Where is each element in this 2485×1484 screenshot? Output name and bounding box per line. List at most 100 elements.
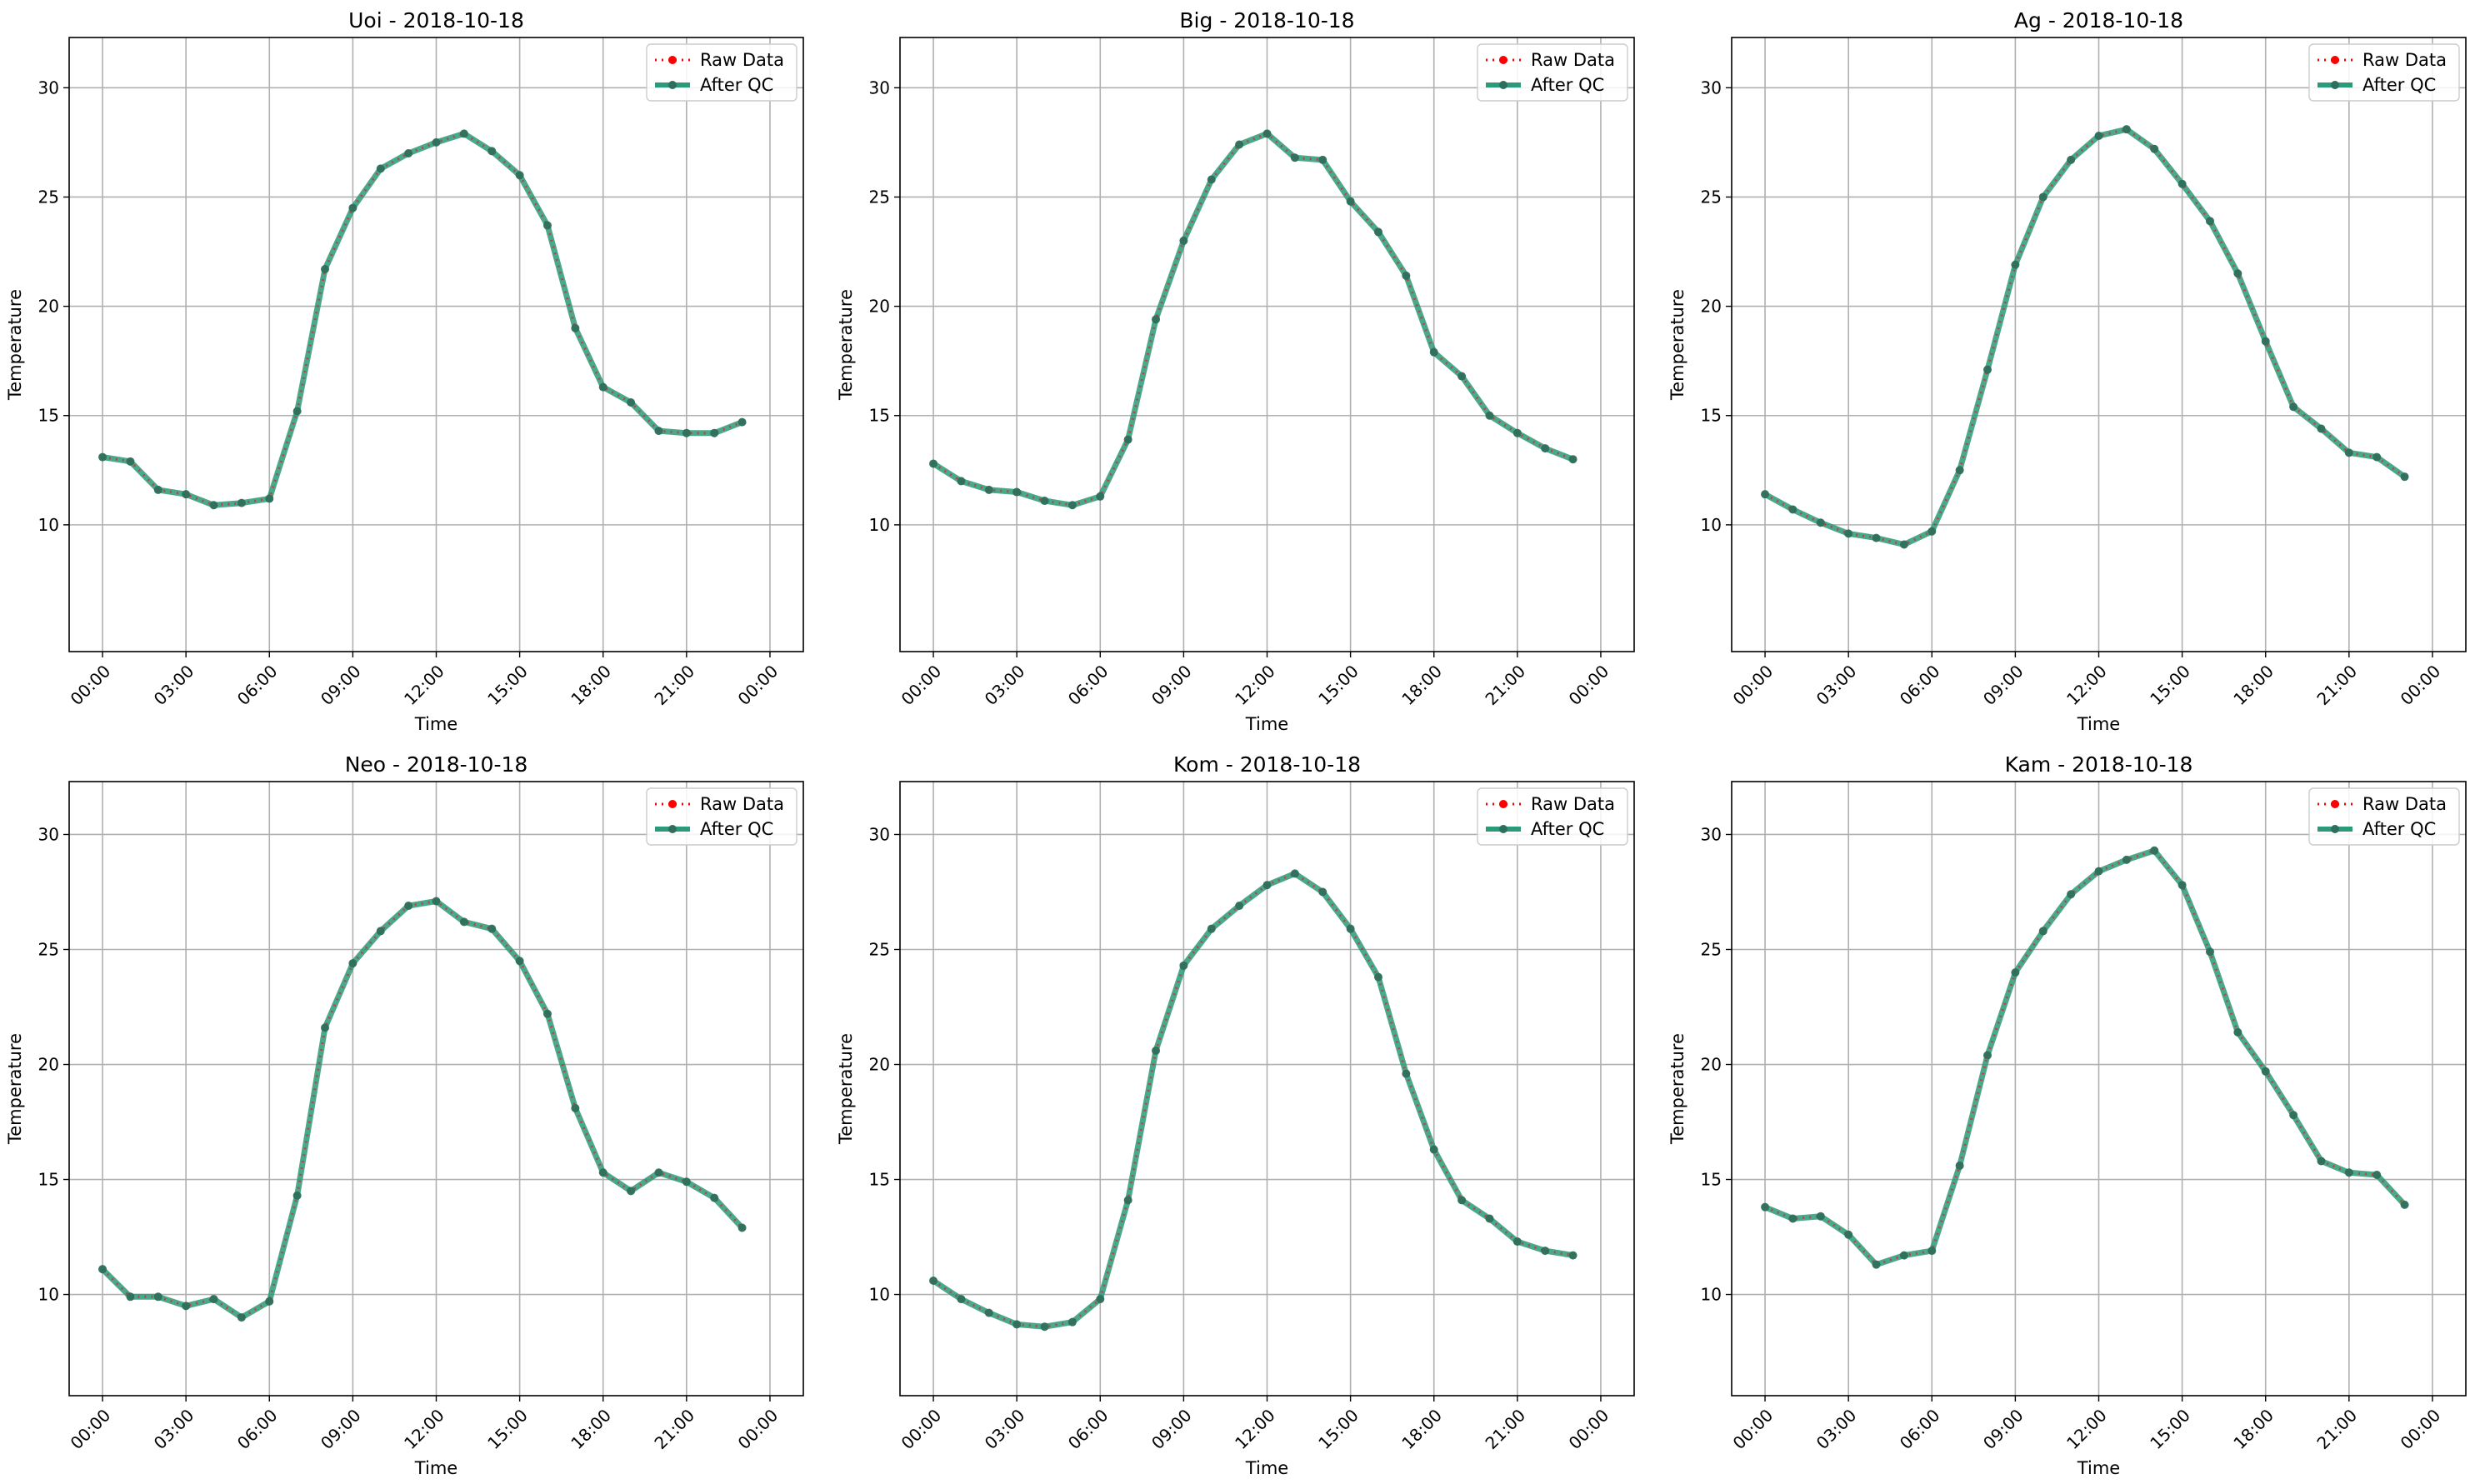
data-point-after-qc — [265, 1297, 274, 1306]
series-line-after-qc — [99, 898, 746, 1321]
data-point-after-qc — [1402, 271, 1411, 280]
data-point-after-qc — [1429, 1145, 1438, 1154]
x-tick-label: 12:00 — [2062, 1405, 2111, 1453]
data-point-after-qc — [654, 1168, 663, 1177]
x-tick-label: 21:00 — [650, 1405, 698, 1453]
x-tick-label: 21:00 — [1481, 661, 1529, 709]
legend-label-after-qc: After QC — [2362, 819, 2436, 839]
series-line-raw-data — [932, 872, 1573, 1328]
data-point-after-qc — [1123, 1196, 1132, 1205]
data-point-after-qc — [1844, 1230, 1853, 1239]
data-point-after-qc — [2372, 1171, 2382, 1180]
x-tick-label: 09:00 — [317, 1405, 365, 1453]
legend-marker-raw-data — [2331, 56, 2339, 64]
data-point-after-qc — [237, 1313, 246, 1322]
data-point-after-qc — [1541, 1247, 1550, 1256]
data-point-after-qc — [488, 147, 497, 156]
x-tick-label: 06:00 — [1896, 1405, 1944, 1453]
x-tick-label: 09:00 — [1979, 661, 2028, 709]
data-point-after-qc — [2261, 1067, 2270, 1076]
data-point-after-qc — [1096, 492, 1105, 501]
data-point-after-qc — [292, 407, 302, 416]
data-point-after-qc — [1568, 455, 1578, 464]
data-point-after-qc — [1458, 1196, 1467, 1205]
data-point-after-qc — [1899, 540, 1908, 549]
data-point-after-qc — [2344, 448, 2353, 457]
x-tick-label: 15:00 — [483, 661, 532, 709]
data-point-after-qc — [571, 323, 580, 332]
x-tick-label: 00:00 — [1729, 1405, 1778, 1453]
subplot-neo: 00:00 03:00 06:00 09:00 12:00 15:00 18:00 21:00… — [5, 752, 804, 1478]
x-tick-label: 18:00 — [2229, 661, 2278, 709]
data-point-after-qc — [2233, 269, 2242, 278]
data-point-after-qc — [292, 1191, 302, 1200]
data-point-after-qc — [126, 1292, 135, 1302]
series-line-raw-data — [1764, 127, 2406, 547]
y-tick-label: 20 — [38, 297, 59, 317]
data-point-after-qc — [738, 417, 747, 427]
y-tick-label: 25 — [869, 187, 890, 207]
y-tick-label: 10 — [38, 1285, 59, 1305]
y-axis-label: Temperature — [5, 289, 25, 401]
x-tick-label: 00:00 — [2397, 661, 2445, 709]
data-point-after-qc — [2205, 217, 2214, 226]
data-point-after-qc — [1096, 1295, 1105, 1304]
series-line-raw-data — [101, 899, 743, 1319]
data-point-after-qc — [1179, 961, 1188, 970]
subplot-title: Kom - 2018-10-18 — [1173, 752, 1361, 777]
data-point-after-qc — [1541, 444, 1550, 453]
data-point-after-qc — [182, 1302, 191, 1311]
y-axis-label: Temperature — [836, 289, 856, 401]
series-line-after-qc — [930, 870, 1577, 1330]
x-tick-label: 15:00 — [2146, 1405, 2194, 1453]
legend-marker-after-qc — [668, 81, 677, 89]
data-point-after-qc — [2400, 1200, 2409, 1209]
data-point-after-qc — [1207, 175, 1216, 184]
data-point-after-qc — [1761, 490, 1770, 499]
y-tick-label: 15 — [869, 1170, 890, 1190]
x-tick-label: 00:00 — [734, 1405, 782, 1453]
data-point-after-qc — [459, 917, 468, 927]
legend: Raw Data After QC — [2308, 787, 2460, 846]
data-point-after-qc — [209, 501, 218, 510]
data-point-after-qc — [1458, 372, 1467, 381]
data-point-after-qc — [209, 1295, 218, 1304]
y-tick-label: 10 — [869, 1285, 890, 1305]
data-point-after-qc — [929, 1276, 938, 1285]
series-line-raw-data — [102, 132, 743, 507]
data-point-after-qc — [1152, 315, 1161, 324]
x-tick-label: 00:00 — [898, 1405, 946, 1453]
data-point-after-qc — [1290, 153, 1299, 162]
x-axis-label: Time — [1245, 714, 1288, 734]
x-tick-label: 15:00 — [1314, 1405, 1362, 1453]
data-point-after-qc — [2067, 155, 2076, 164]
data-point-after-qc — [376, 927, 385, 936]
x-tick-label: 03:00 — [150, 661, 198, 709]
data-point-after-qc — [2317, 1157, 2326, 1166]
data-point-after-qc — [1872, 1260, 1881, 1269]
data-point-after-qc — [1262, 129, 1272, 138]
data-point-after-qc — [542, 221, 552, 230]
data-point-after-qc — [2289, 402, 2298, 412]
legend-marker-raw-data — [2331, 800, 2339, 808]
data-point-after-qc — [2178, 881, 2187, 890]
subplot-title: Uoi - 2018-10-18 — [348, 8, 524, 32]
x-tick-label: 12:00 — [400, 1405, 448, 1453]
data-point-after-qc — [2011, 260, 2020, 269]
data-point-after-qc — [957, 477, 966, 486]
y-tick-label: 10 — [1701, 1285, 1722, 1305]
series-line-raw-data — [932, 132, 1574, 507]
x-tick-label: 03:00 — [150, 1405, 198, 1453]
x-tick-label: 18:00 — [1398, 661, 1446, 709]
x-tick-label: 18:00 — [567, 1405, 615, 1453]
x-tick-label: 00:00 — [1565, 661, 1613, 709]
y-tick-label: 15 — [38, 406, 59, 426]
data-point-after-qc — [929, 459, 938, 468]
data-point-after-qc — [459, 129, 468, 138]
data-point-after-qc — [98, 452, 108, 462]
legend-label-after-qc: After QC — [2362, 75, 2436, 95]
x-tick-label: 21:00 — [2312, 661, 2361, 709]
y-axis-label: Temperature — [1668, 289, 1688, 401]
data-point-after-qc — [1235, 902, 1244, 911]
subplot-title: Big - 2018-10-18 — [1179, 8, 1354, 32]
